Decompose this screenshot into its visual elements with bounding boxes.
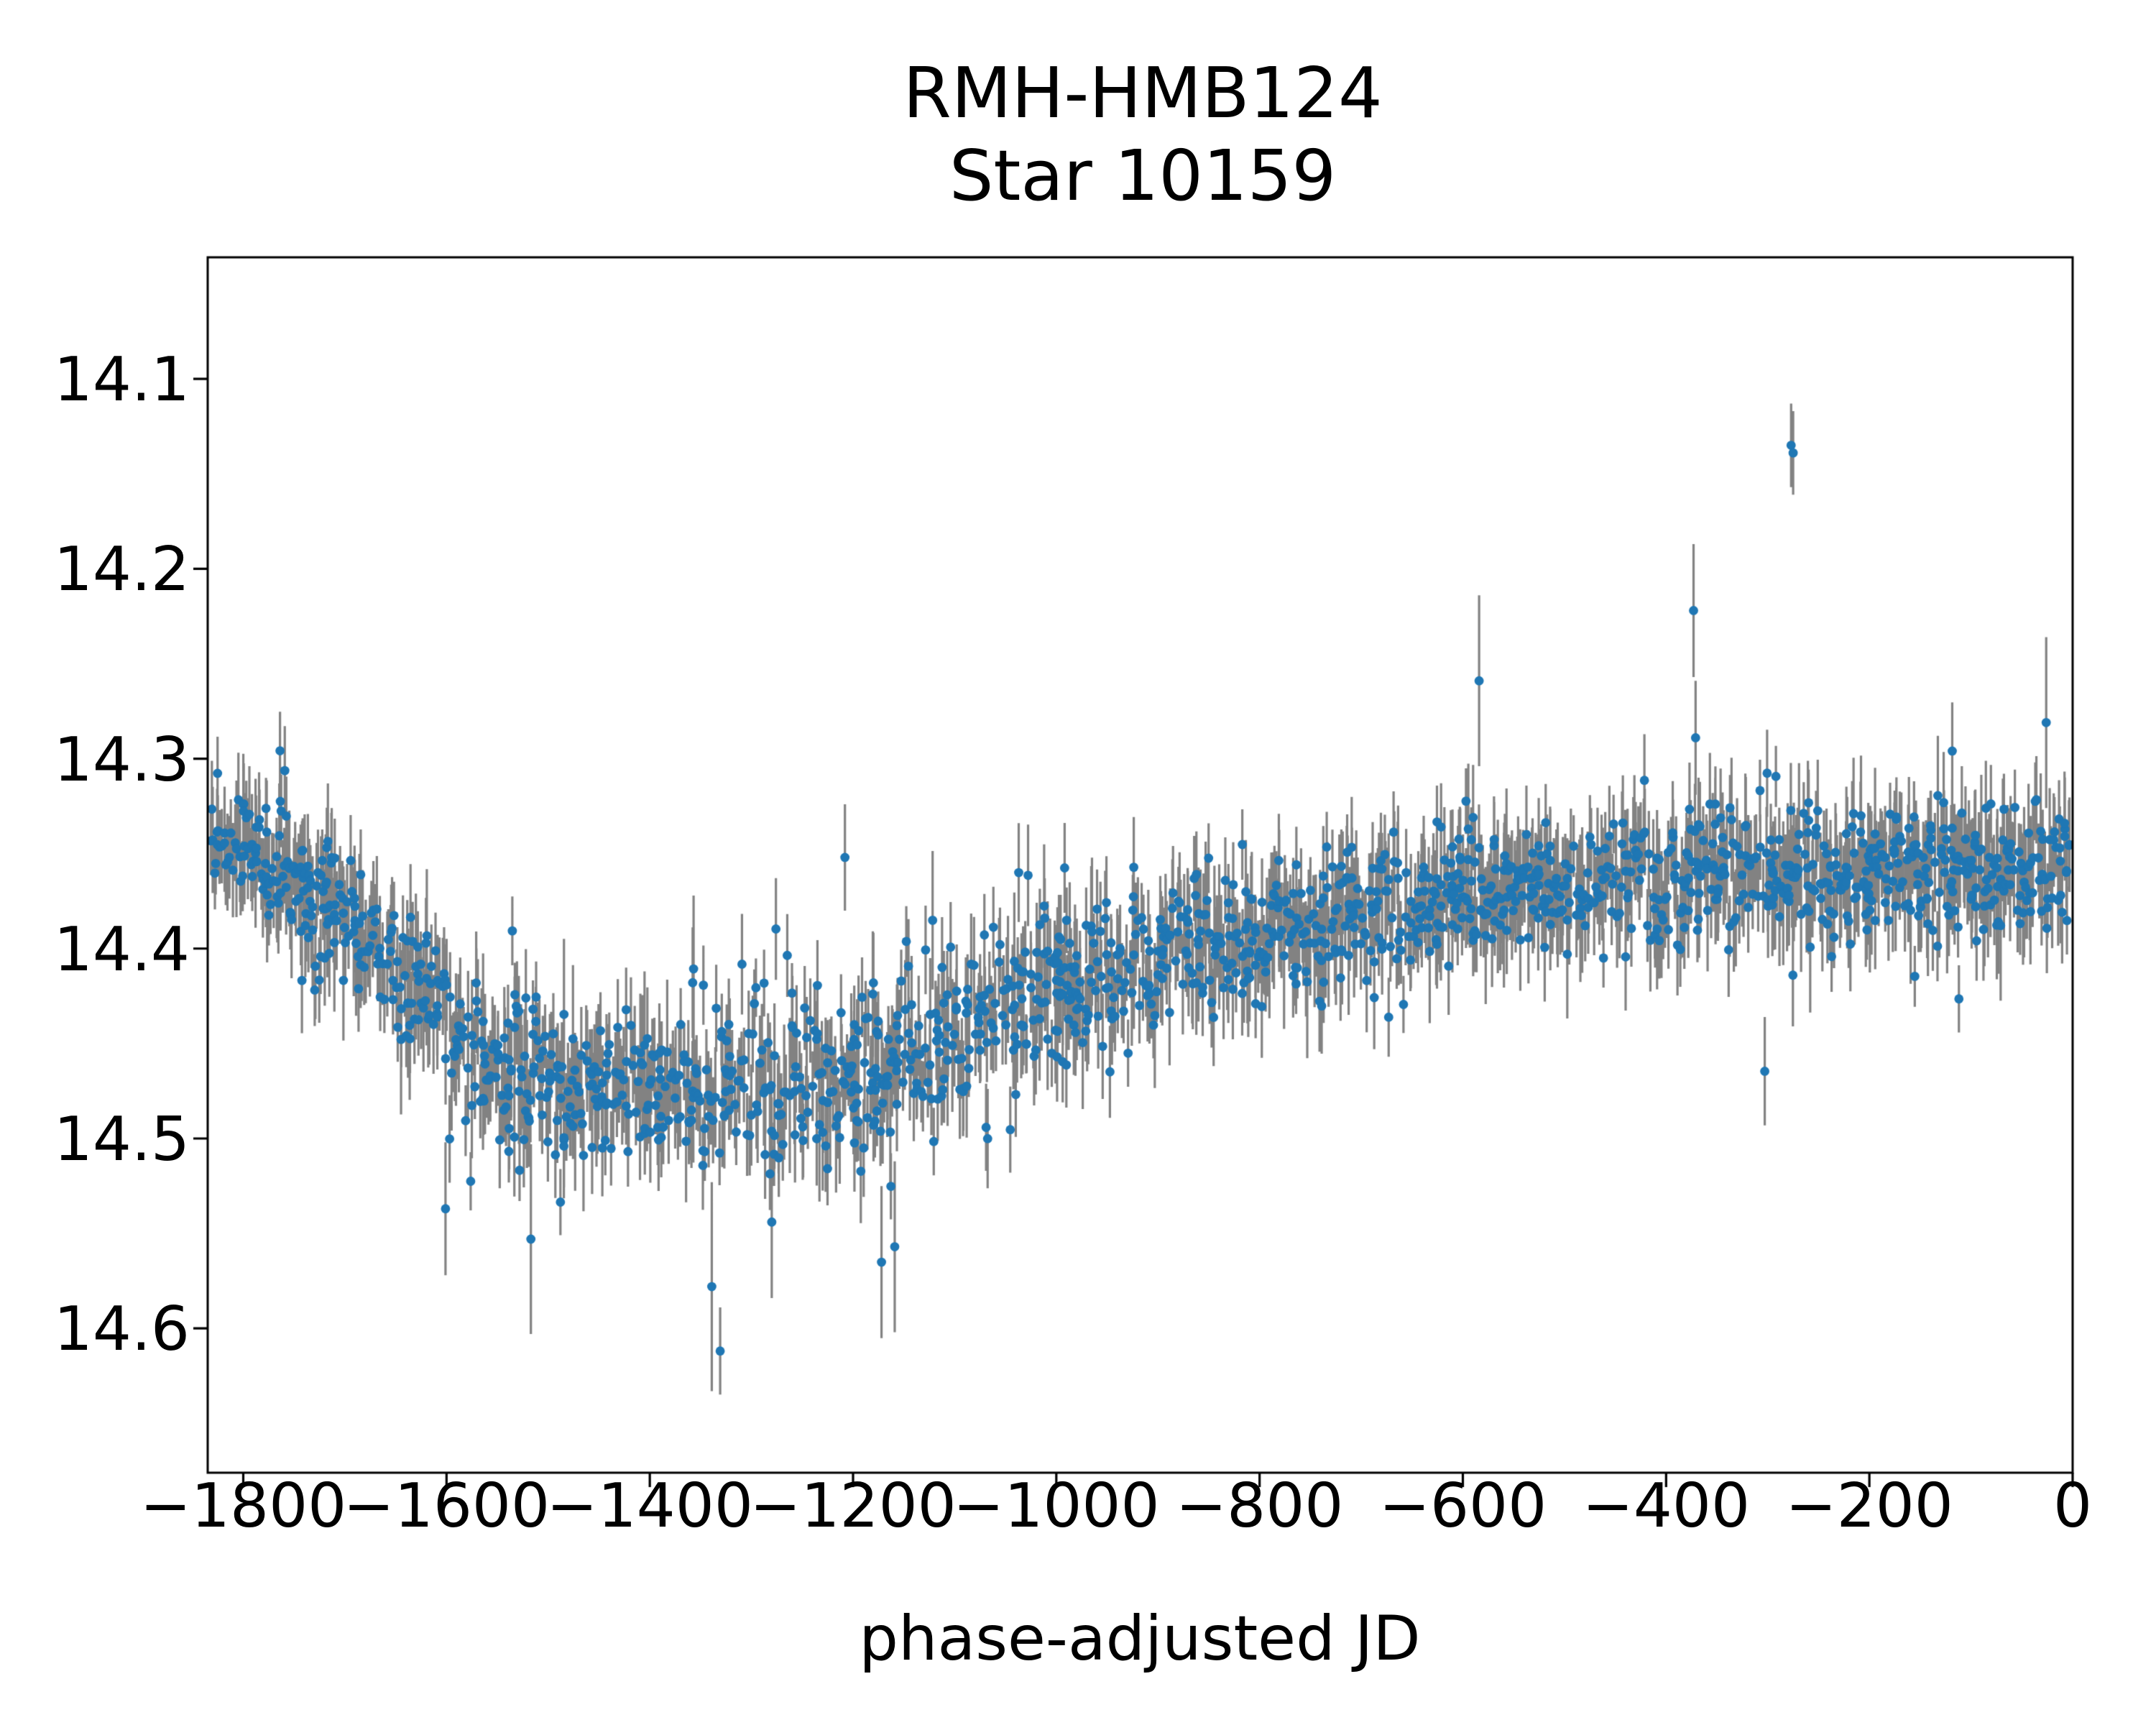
y-tick-label: 14.1: [53, 344, 190, 416]
y-tick-label: 14.5: [53, 1103, 190, 1175]
y-tick-label: 14.4: [53, 914, 190, 985]
x-tick-label: −200: [1785, 1471, 1953, 1542]
chart-subtitle: Star 10159: [949, 135, 1337, 216]
x-axis-label: phase-adjusted JD: [859, 1603, 1421, 1675]
x-tick-label: −1000: [953, 1471, 1160, 1542]
x-tick-label: −600: [1378, 1471, 1547, 1542]
x-tick-label: −800: [1175, 1471, 1344, 1542]
x-tick-label: 0: [2053, 1471, 2093, 1542]
y-tick-label: 14.2: [53, 534, 190, 606]
x-tick-label: −1200: [750, 1471, 957, 1542]
x-tick-label: −1600: [343, 1471, 550, 1542]
x-tick-label: −400: [1582, 1471, 1751, 1542]
y-tick-label: 14.6: [53, 1294, 190, 1366]
x-tick-label: −1800: [139, 1471, 347, 1542]
chart-title: RMH-HMB124: [903, 52, 1383, 134]
y-tick-label: 14.3: [53, 724, 190, 796]
x-tick-label: −1400: [546, 1471, 753, 1542]
